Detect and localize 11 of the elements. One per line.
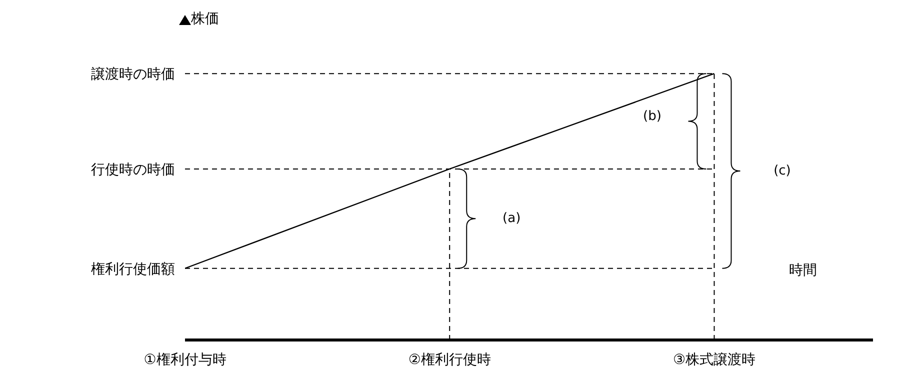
x-tick-label: ①権利付与時: [144, 352, 226, 368]
y-axis-title: 株価: [190, 11, 219, 27]
ref-line-label: 権利行使価額: [91, 261, 175, 278]
ref-line-label: 譲渡時の時価: [91, 66, 175, 83]
annotation: (a): [502, 211, 521, 226]
ref-line-label: 行使時の時価: [91, 162, 175, 178]
annotation: (b): [643, 108, 662, 124]
text: (c): [774, 164, 791, 179]
x-tick-label: ③株式譲渡時: [672, 352, 756, 368]
x-axis-title: 時間: [789, 262, 818, 278]
x-tick-label: ②権利行使時: [408, 352, 491, 368]
